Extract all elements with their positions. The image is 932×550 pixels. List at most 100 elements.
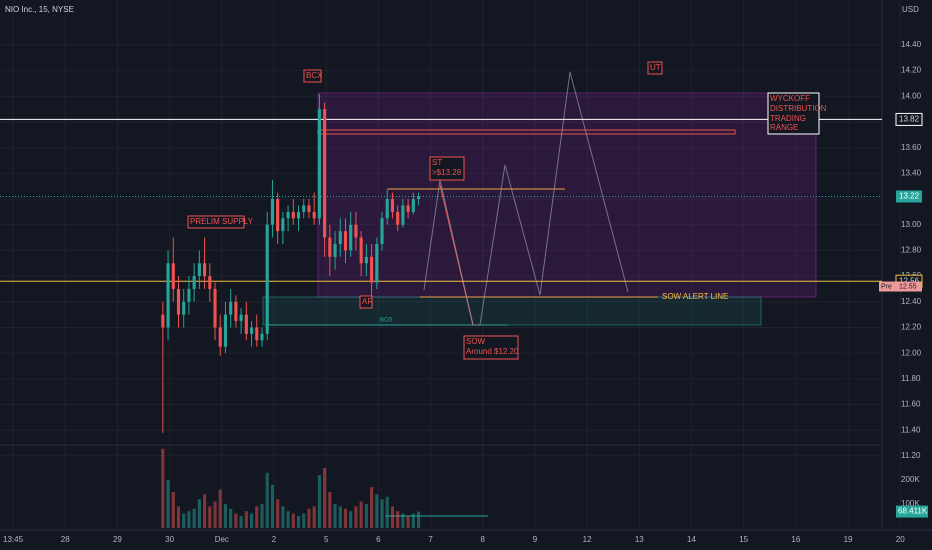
x-tick-label: 12 xyxy=(583,535,592,544)
volume-bar xyxy=(286,511,290,528)
volume-bar xyxy=(406,515,410,528)
price-tag-label: 13.22 xyxy=(899,192,920,201)
candle-body xyxy=(349,224,353,251)
volume-bar xyxy=(349,511,353,528)
candle-body xyxy=(213,288,217,328)
price-tag-label: 13.82 xyxy=(899,115,920,124)
volume-bar xyxy=(291,513,295,528)
volume-bar xyxy=(229,508,233,528)
candle-body xyxy=(411,199,415,212)
candle-body xyxy=(406,205,410,212)
x-tick-label: 9 xyxy=(533,535,538,544)
candles xyxy=(161,93,421,433)
candle-body xyxy=(343,231,348,251)
x-tick-label: 13:45 xyxy=(3,535,24,544)
candle-body xyxy=(197,263,201,277)
volume-bar xyxy=(187,511,191,528)
annotation-box xyxy=(359,295,373,309)
volume-bar xyxy=(364,503,368,528)
price-tag xyxy=(896,190,922,203)
volume-tag-label: 68.411K xyxy=(898,507,928,516)
candle-body xyxy=(396,211,400,225)
candle-body xyxy=(359,237,363,264)
volume-bar xyxy=(276,499,280,528)
candle-body xyxy=(176,288,181,315)
volume-bar xyxy=(244,511,248,528)
y-tick-label: 14.00 xyxy=(901,91,922,100)
candle-body xyxy=(218,327,222,347)
annotation: BOS xyxy=(380,318,393,324)
horizontal-lines xyxy=(0,118,882,282)
volume-bar xyxy=(411,513,415,528)
volume-bar xyxy=(401,513,405,528)
annotation: DISTRIBUTION xyxy=(770,104,827,113)
candle-body xyxy=(223,314,228,347)
volume-bar xyxy=(171,491,175,528)
candle-body xyxy=(390,199,395,212)
candle-body xyxy=(229,301,233,315)
x-tick-label: Dec xyxy=(215,535,229,544)
candle-body xyxy=(302,205,306,212)
volume-bar xyxy=(343,508,348,528)
annotation: >$13.28 xyxy=(432,168,462,177)
demand-box xyxy=(262,296,762,326)
volume-bar xyxy=(192,508,196,528)
volume-bar xyxy=(223,503,228,528)
volume-bar xyxy=(208,506,212,528)
candle-body xyxy=(281,218,285,232)
y-tick-label: 11.40 xyxy=(901,425,921,434)
candle-body xyxy=(192,276,196,289)
annotation-box xyxy=(767,92,820,135)
y-tick-label: 11.80 xyxy=(901,374,921,383)
volume-bar xyxy=(307,508,311,528)
candle-body xyxy=(249,327,254,334)
candle-body xyxy=(333,243,337,257)
annotation-box xyxy=(187,215,245,229)
x-tick-label: 16 xyxy=(791,535,800,544)
x-tick-label: 5 xyxy=(324,535,329,544)
volume-bar xyxy=(354,506,358,528)
candle-body xyxy=(312,211,316,219)
annotation-box xyxy=(463,335,519,360)
candle-body xyxy=(276,199,280,232)
candle-body xyxy=(239,314,243,322)
x-tick-label: 30 xyxy=(165,535,174,544)
x-tick-label: 28 xyxy=(61,535,70,544)
annotation: SOW ALERT LINE xyxy=(662,292,728,301)
volume-bar xyxy=(239,515,243,528)
volume-bar xyxy=(161,448,165,528)
x-tick-label: 29 xyxy=(113,535,122,544)
candle-body xyxy=(203,263,207,277)
volume-bar xyxy=(255,506,259,528)
volume-bar xyxy=(176,506,181,528)
candle-body xyxy=(182,301,186,315)
y-tick-label: 12.20 xyxy=(901,323,922,332)
grid xyxy=(0,0,901,528)
volume-bar xyxy=(396,511,400,528)
candle-body xyxy=(416,196,421,200)
pre-tag xyxy=(879,281,922,292)
volume-bar xyxy=(385,496,389,528)
annotation: UT xyxy=(650,63,661,72)
volume-bar xyxy=(234,513,238,528)
annotation: ST xyxy=(432,158,442,167)
y-tick-label: 12.00 xyxy=(901,348,922,357)
x-tick-label: 15 xyxy=(739,535,748,544)
volume-bar xyxy=(197,499,201,528)
candle-body xyxy=(401,205,405,225)
y-tick-label: 13.00 xyxy=(901,220,922,229)
volume-bar xyxy=(338,506,342,528)
x-tick-label: 14 xyxy=(687,535,696,544)
x-tick-label: 8 xyxy=(481,535,486,544)
y-tick-label: 11.60 xyxy=(901,400,921,409)
candle-body xyxy=(385,199,389,219)
x-tick-label: 13 xyxy=(635,535,644,544)
volume-tick-label: 100K xyxy=(901,499,920,508)
candle-body xyxy=(323,109,327,238)
volume-bar xyxy=(203,494,207,528)
volume-bar xyxy=(323,467,327,528)
candle-body xyxy=(296,211,301,219)
volume-tick-label: 200K xyxy=(901,475,920,484)
projection-path xyxy=(423,71,629,326)
